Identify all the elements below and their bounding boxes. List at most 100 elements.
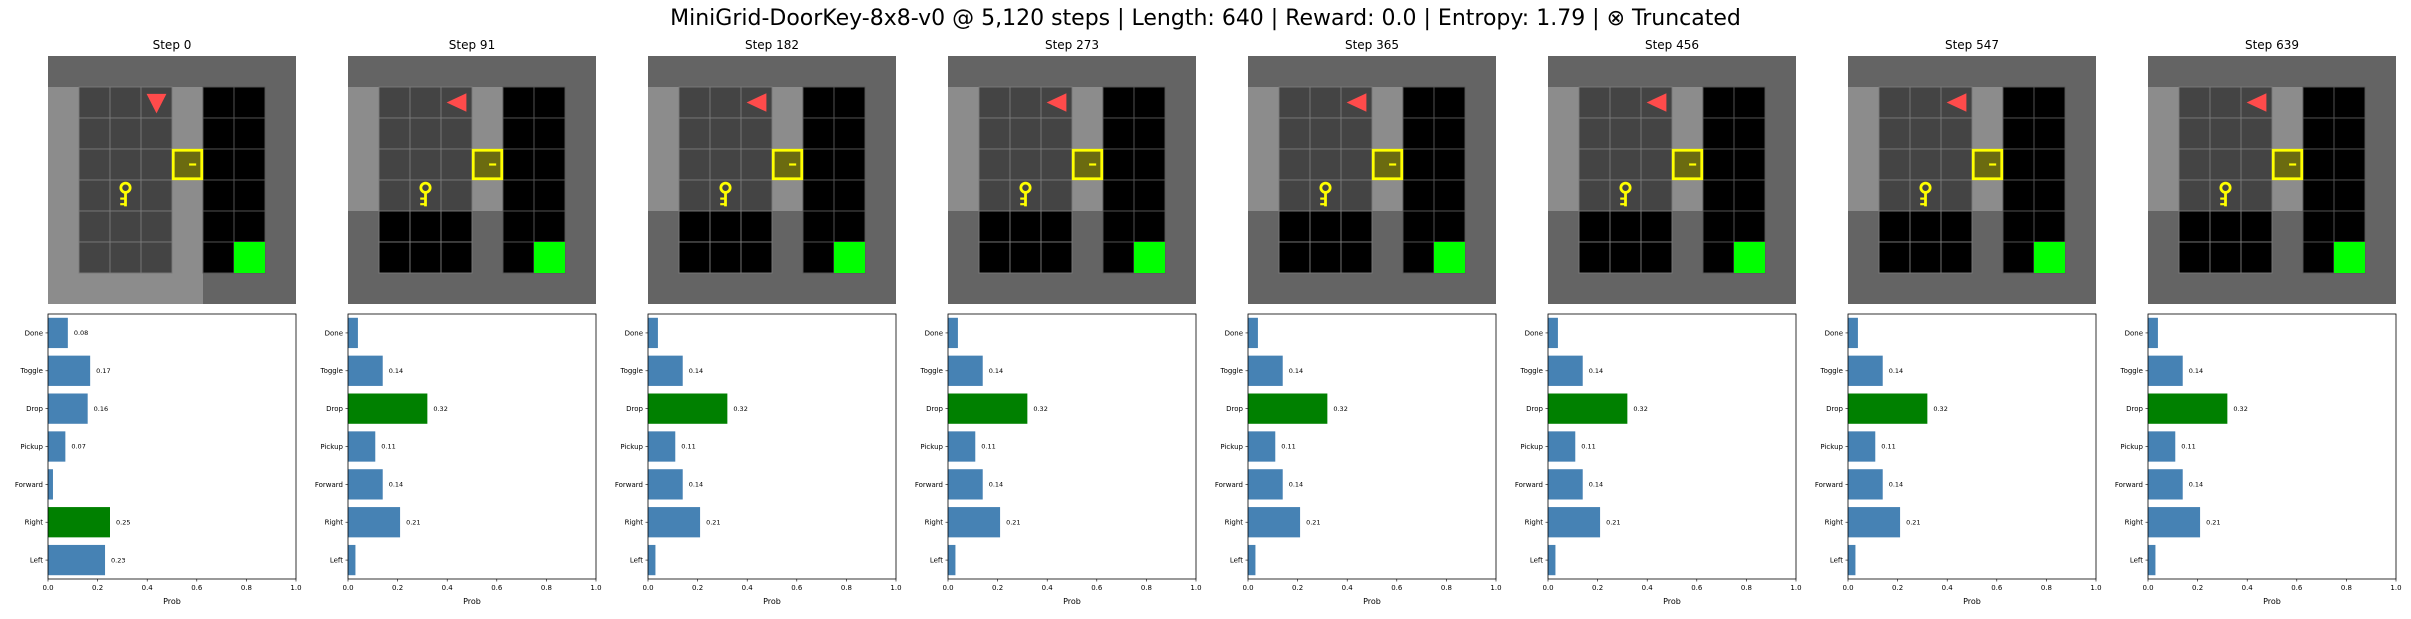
unseen-cell bbox=[233, 86, 266, 119]
floor-cell bbox=[1040, 210, 1073, 243]
step-title: Step 547 bbox=[1944, 38, 2000, 52]
floor-cell bbox=[1578, 241, 1611, 274]
x-tick-label: 0.2 bbox=[392, 584, 403, 592]
floor-cell bbox=[409, 117, 442, 150]
unseen-cell bbox=[233, 117, 266, 150]
category-label: Forward bbox=[2115, 481, 2143, 489]
unseen-cell bbox=[1102, 117, 1135, 150]
unseen-cell bbox=[802, 241, 835, 274]
x-tick-label: 0.4 bbox=[1942, 584, 1954, 592]
value-label: 0.32 bbox=[733, 405, 747, 413]
value-label: 0.17 bbox=[96, 367, 110, 375]
bar-drop bbox=[2148, 393, 2228, 424]
floor-cell bbox=[78, 210, 111, 243]
value-label: 0.14 bbox=[2189, 481, 2203, 489]
unseen-cell bbox=[233, 148, 266, 181]
agent-triangle-icon bbox=[746, 93, 767, 112]
x-tick-label: 0.6 bbox=[1991, 584, 2003, 592]
floor-cell bbox=[1040, 117, 1073, 150]
x-tick-label: 0.0 bbox=[342, 584, 353, 592]
bar-done bbox=[1548, 317, 1558, 349]
unseen-cell bbox=[2033, 86, 2066, 119]
category-label: Left bbox=[2130, 556, 2143, 564]
floor-cell bbox=[740, 148, 773, 181]
bar-right bbox=[2148, 507, 2201, 538]
floor-cell bbox=[378, 179, 411, 212]
unseen-cell bbox=[1702, 210, 1735, 243]
x-tick-label: 0.0 bbox=[42, 584, 53, 592]
value-label: 0.08 bbox=[74, 329, 88, 337]
action-prob-chart: Left Right 0.21 Forward 0.14 Pickup 0.11 Drop 0.… bbox=[1215, 313, 1502, 606]
unseen-cell bbox=[1733, 210, 1766, 243]
category-label: Right bbox=[1225, 519, 1244, 527]
category-label: Toggle bbox=[2119, 367, 2143, 375]
floor-cell bbox=[440, 179, 473, 212]
floor-cell bbox=[978, 86, 1011, 119]
unseen-cell bbox=[1133, 210, 1166, 243]
unseen-cell bbox=[2002, 117, 2035, 150]
category-label: Forward bbox=[1515, 481, 1543, 489]
floor-cell bbox=[978, 179, 1011, 212]
unseen-cell bbox=[1702, 241, 1735, 274]
category-label: Drop bbox=[926, 405, 943, 413]
category-label: Toggle bbox=[619, 367, 643, 375]
floor-cell bbox=[1940, 117, 1973, 150]
x-axis-label: Prob bbox=[763, 597, 781, 606]
category-label: Left bbox=[1830, 556, 1843, 564]
floor-cell bbox=[140, 241, 173, 274]
floor-cell bbox=[1340, 179, 1373, 212]
key-bow bbox=[1319, 181, 1332, 194]
floor-cell bbox=[740, 117, 773, 150]
value-label: 0.14 bbox=[1589, 367, 1603, 375]
key-icon bbox=[719, 181, 732, 207]
bar-pickup bbox=[948, 431, 976, 462]
axes-frame bbox=[1847, 313, 2097, 580]
unseen-cell bbox=[1133, 179, 1166, 212]
x-axis-label: Prob bbox=[2263, 597, 2281, 606]
floor-cell bbox=[2209, 241, 2242, 274]
category-label: Done bbox=[2125, 329, 2143, 337]
axes-frame bbox=[347, 313, 597, 580]
x-tick-label: 0.0 bbox=[1242, 584, 1253, 592]
floor-cell bbox=[1609, 117, 1642, 150]
value-label: 0.14 bbox=[1889, 481, 1903, 489]
unseen-cell bbox=[2002, 241, 2035, 274]
step-title: Step 365 bbox=[1344, 38, 1400, 52]
category-label: Pickup bbox=[20, 443, 43, 451]
unseen-cell bbox=[202, 241, 235, 274]
category-label: Pickup bbox=[1220, 443, 1243, 451]
value-label: 0.11 bbox=[981, 443, 995, 451]
floor-cell bbox=[740, 179, 773, 212]
category-label: Drop bbox=[1826, 405, 1843, 413]
category-label: Drop bbox=[26, 405, 43, 413]
agent-triangle-icon bbox=[1946, 93, 1967, 112]
floor-cell bbox=[678, 117, 711, 150]
bar-done bbox=[48, 317, 68, 349]
floor-cell bbox=[1578, 117, 1611, 150]
value-label: 0.14 bbox=[389, 367, 403, 375]
value-label: 0.14 bbox=[1889, 367, 1903, 375]
axes-frame bbox=[47, 313, 297, 580]
value-label: 0.14 bbox=[989, 367, 1003, 375]
floor-cell bbox=[2178, 86, 2211, 119]
category-label: Forward bbox=[1815, 481, 1843, 489]
bar-left bbox=[1248, 544, 1256, 576]
bar-drop bbox=[1248, 393, 1328, 424]
floor-cell bbox=[78, 117, 111, 150]
x-tick-label: 1.0 bbox=[1490, 584, 1501, 592]
x-tick-label: 0.0 bbox=[642, 584, 653, 592]
floor-cell bbox=[678, 179, 711, 212]
goal-square-icon bbox=[1134, 242, 1165, 273]
key-bow bbox=[719, 181, 732, 194]
category-label: Right bbox=[325, 519, 344, 527]
step-title: Step 456 bbox=[1644, 38, 1700, 52]
category-label: Right bbox=[1525, 519, 1544, 527]
bar-pickup bbox=[1548, 431, 1576, 462]
category-label: Pickup bbox=[320, 443, 343, 451]
unseen-cell bbox=[502, 210, 535, 243]
unseen-cell bbox=[2302, 117, 2335, 150]
agent-triangle-icon bbox=[446, 93, 467, 112]
floor-cell bbox=[2209, 86, 2242, 119]
value-label: 0.14 bbox=[1589, 481, 1603, 489]
category-label: Done bbox=[25, 329, 43, 337]
